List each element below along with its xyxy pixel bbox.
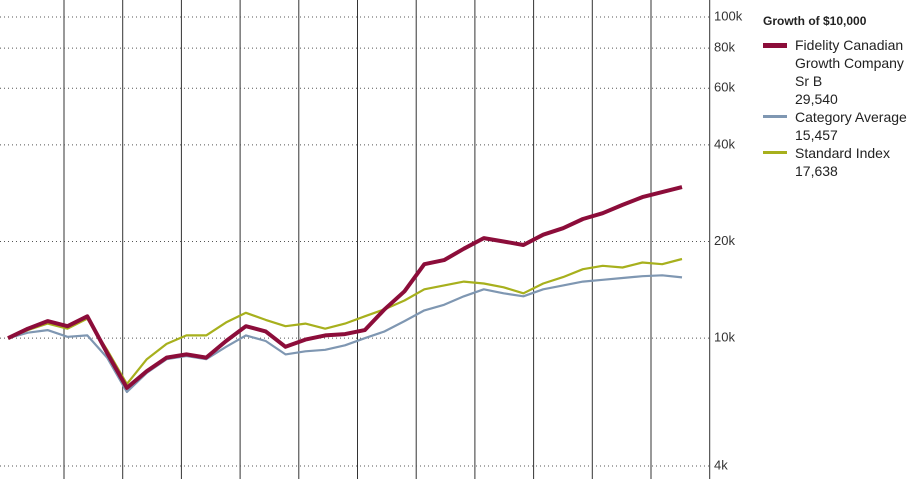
legend-swatch (763, 151, 787, 154)
legend-swatch (763, 43, 787, 48)
y-tick-label: 10k (714, 330, 735, 345)
chart: 4k 10k 20k 40k 60k 80k 100k (0, 0, 743, 479)
legend-swatch (763, 115, 787, 118)
series-line (7, 257, 683, 386)
legend-item: Fidelity Canadian Growth Company Sr B 29,… (763, 36, 917, 108)
legend-value: 15,457 (795, 127, 838, 143)
legend-title: Growth of $10,000 (763, 14, 867, 28)
y-tick-label: 80k (714, 40, 735, 55)
legend-item: Standard Index 17,638 (763, 144, 917, 180)
y-tick-label: 20k (714, 233, 735, 248)
legend-item: Category Average 15,457 (763, 108, 917, 144)
y-tick-label: 40k (714, 136, 735, 151)
y-tick-label: 60k (714, 80, 735, 95)
legend-label: Category Average (795, 109, 907, 125)
series-line (7, 274, 683, 394)
series-line (7, 185, 683, 390)
y-tick-label: 100k (714, 8, 743, 23)
legend-value: 29,540 (795, 91, 838, 107)
legend-label: Fidelity Canadian Growth Company Sr B (795, 37, 904, 89)
y-tick-label: 4k (714, 457, 728, 472)
legend: Growth of $10,000 Fidelity Canadian Grow… (763, 12, 917, 180)
legend-value: 17,638 (795, 163, 838, 179)
legend-label: Standard Index (795, 145, 890, 161)
